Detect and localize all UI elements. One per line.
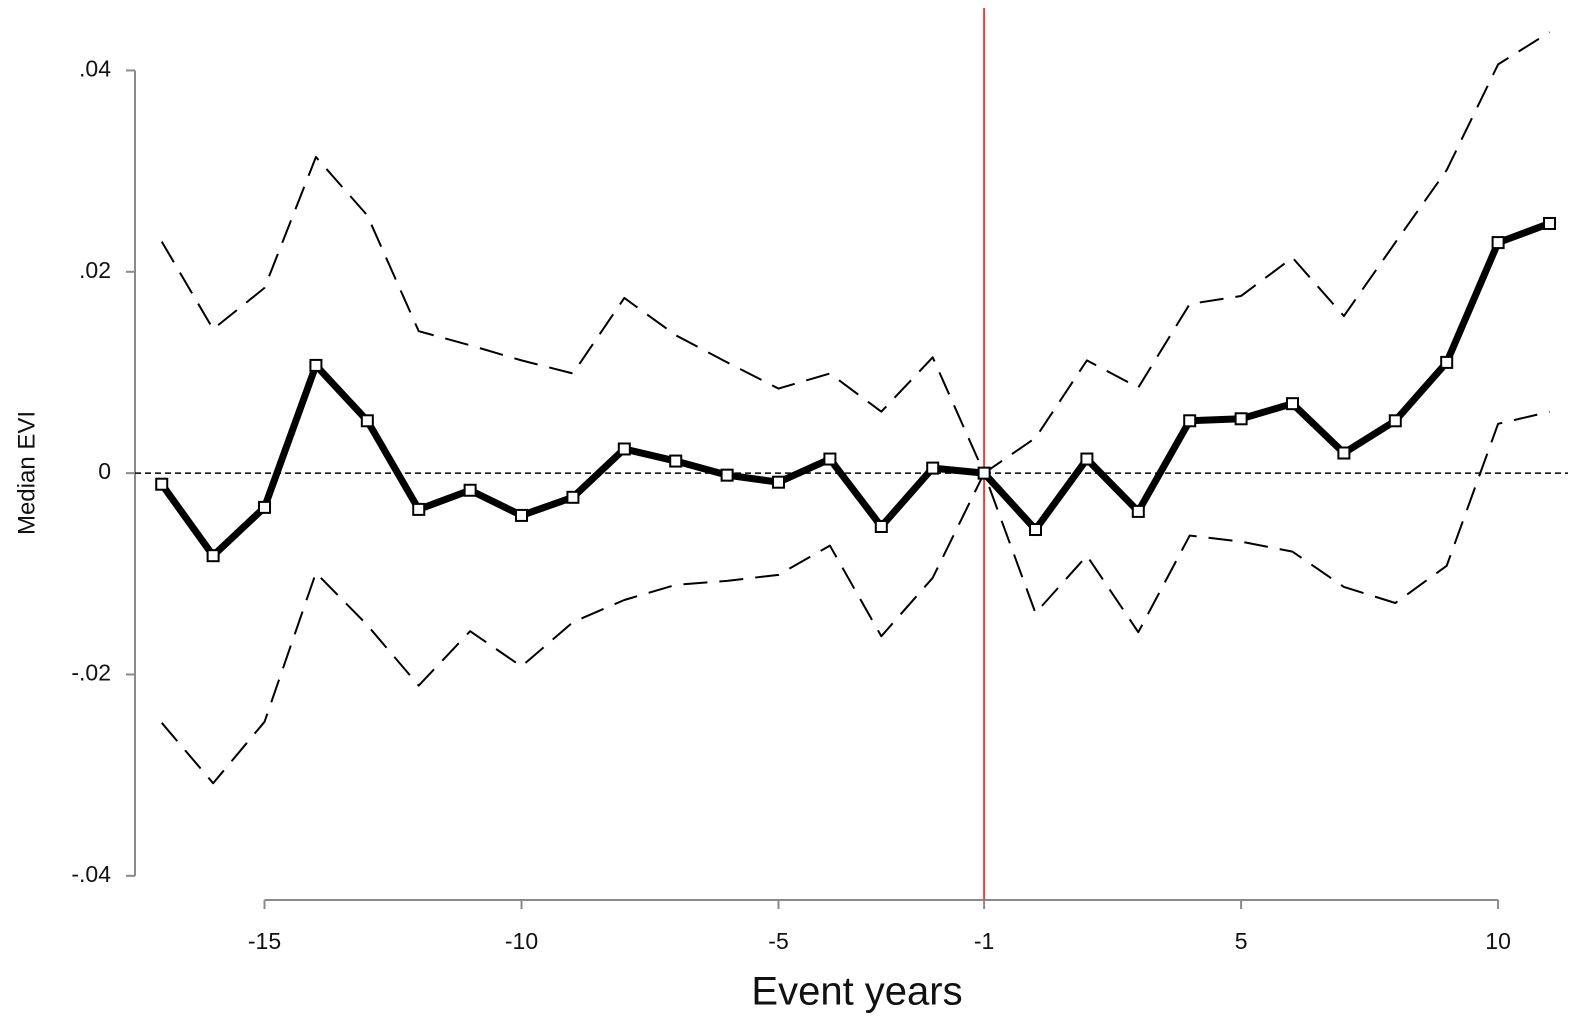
- y-axis-label: Median EVI: [13, 411, 40, 535]
- point-marker: [155, 477, 169, 491]
- x-tick-label: -5: [768, 928, 788, 954]
- x-tick-label: -10: [505, 928, 538, 954]
- ci-line: [160, 31, 1551, 475]
- point-marker: [1542, 216, 1556, 230]
- point-marker: [309, 358, 323, 372]
- point-marker: [515, 508, 529, 522]
- x-tick-label: 10: [1485, 928, 1511, 954]
- point-marker: [1491, 236, 1505, 250]
- point-marker: [823, 452, 837, 466]
- point-marker: [463, 483, 477, 497]
- y-tick-label: -.04: [71, 861, 111, 887]
- point-marker: [1337, 446, 1351, 460]
- y-tick-label: -.02: [71, 660, 111, 686]
- point-marker: [1131, 504, 1145, 518]
- point-marker: [360, 414, 374, 428]
- point-marker: [1440, 355, 1454, 369]
- x-tick-label: 5: [1235, 928, 1248, 954]
- point-marker: [566, 490, 580, 504]
- point-marker: [1286, 397, 1300, 411]
- point-marker: [977, 466, 991, 480]
- point-marker: [669, 454, 683, 468]
- y-tick-label: .02: [79, 257, 111, 283]
- point-marker: [720, 468, 734, 482]
- point-marker: [206, 549, 220, 563]
- point-marker: [874, 519, 888, 533]
- point-marker: [1183, 414, 1197, 428]
- point-marker: [772, 475, 786, 489]
- y-tick-label: .04: [79, 56, 111, 82]
- point-marker: [412, 502, 426, 516]
- x-tick-label: -15: [248, 928, 281, 954]
- point-marker: [617, 442, 631, 456]
- y-tick-label: 0: [98, 458, 111, 484]
- x-axis-label: Event years: [751, 970, 962, 1014]
- point-marker: [926, 461, 940, 475]
- ci-line: [160, 410, 1550, 785]
- point-marker: [1234, 412, 1248, 426]
- x-tick-label: -1: [974, 928, 994, 954]
- point-marker: [1029, 523, 1043, 537]
- point-marker: [258, 500, 272, 514]
- point-marker: [1080, 452, 1094, 466]
- estimate-line: [158, 220, 1551, 560]
- point-marker: [1388, 414, 1402, 428]
